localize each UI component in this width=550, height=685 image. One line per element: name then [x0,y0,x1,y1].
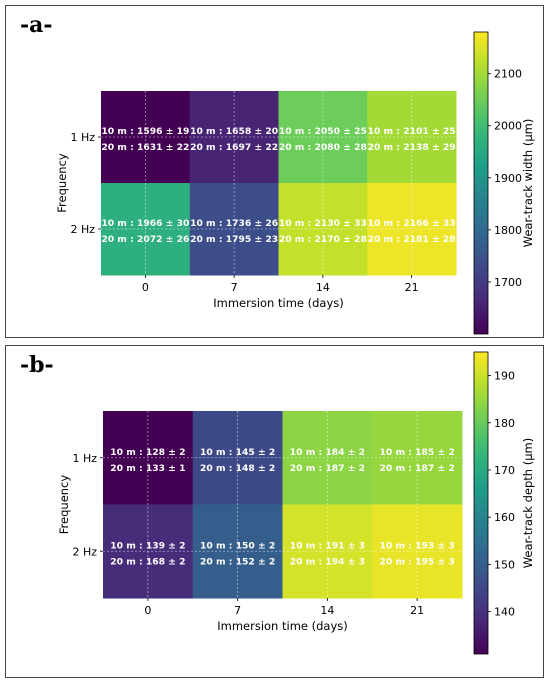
heatmap-cell [192,411,283,505]
colorbar-tick-label: 2000 [494,120,522,133]
colorbar [473,31,489,335]
x-tick-label: 7 [231,281,238,294]
cell-value-label: 20 m : 187 ± 2 [379,463,454,474]
y-tick-label: 1 Hz [72,452,97,465]
cell-value-label: 20 m : 1631 ± 22 [101,142,189,153]
x-axis-label: Immersion time (days) [213,296,344,310]
cell-value-label: 10 m : 184 ± 2 [290,447,365,458]
panel-b: -b- 10 m : 128 ± 2 20 m : 133 ± 1 10 m : 1… [5,345,544,678]
cell-value-label: 20 m : 2080 ± 28 [279,142,367,153]
x-tick-label: 0 [142,281,149,294]
x-axis-label: Immersion time (days) [217,619,348,633]
y-axis-label: Frequency [57,475,71,535]
cell-value-label: 20 m : 1697 ± 22 [190,142,278,153]
cell-value-label: 20 m : 195 ± 3 [379,556,454,567]
x-tick-label: 0 [144,604,151,617]
cell-value-label: 20 m : 2072 ± 26 [101,234,189,245]
colorbar-label: Wear-track depth (µm) [521,438,535,569]
cell-value-label: 20 m : 2170 ± 28 [279,234,367,245]
colorbar-label: Wear-track width (µm) [521,119,535,248]
cell-value-label: 10 m : 191 ± 3 [290,540,365,551]
cell-value-label: 10 m : 1736 ± 26 [190,218,278,229]
cell-value-label: 20 m : 168 ± 2 [110,556,185,567]
colorbar [473,351,489,655]
cell-value-label: 10 m : 2050 ± 25 [279,126,367,137]
cell-value-label: 10 m : 185 ± 2 [379,447,454,458]
cell-value-label: 10 m : 139 ± 2 [110,540,185,551]
cell-value-label: 10 m : 2101 ± 25 [368,126,456,137]
heatmap-chart-b: 10 m : 128 ± 2 20 m : 133 ± 1 10 m : 145 ±… [57,351,535,655]
x-tick-label: 14 [320,604,334,617]
colorbar-tick-label: 160 [494,511,515,524]
panel-a: -a- 10 m : 1596 ± 19 20 m : 1631 ± 22 10 m… [5,5,544,338]
x-tick-label: 21 [405,281,419,294]
cell-value-label: 20 m : 1795 ± 23 [190,234,278,245]
y-tick-label: 2 Hz [70,223,95,236]
cell-value-label: 20 m : 133 ± 1 [110,463,185,474]
colorbar-tick-label: 140 [494,606,515,619]
colorbar-tick-label: 150 [494,558,515,571]
y-tick-label: 2 Hz [72,545,97,558]
cell-value-label: 10 m : 128 ± 2 [110,447,185,458]
cell-value-label: 10 m : 150 ± 2 [200,540,275,551]
x-tick-label: 14 [316,281,330,294]
panel-label: -b- [20,352,54,378]
colorbar-tick-label: 180 [494,417,515,430]
cell-value-label: 10 m : 145 ± 2 [200,447,275,458]
y-axis-label: Frequency [55,153,69,213]
cell-value-label: 20 m : 194 ± 3 [290,556,365,567]
cell-value-label: 20 m : 152 ± 2 [200,556,275,567]
colorbar-tick-label: 1900 [494,172,522,185]
cell-value-label: 10 m : 1596 ± 19 [101,126,189,137]
colorbar-tick-label: 1800 [494,224,522,237]
cell-value-label: 10 m : 1966 ± 30 [101,218,189,229]
x-tick-label: 21 [410,604,424,617]
cell-value-label: 20 m : 148 ± 2 [200,463,275,474]
cell-value-label: 10 m : 1658 ± 20 [190,126,278,137]
cell-value-label: 10 m : 2166 ± 33 [368,218,456,229]
colorbar-tick-label: 170 [494,464,515,477]
y-tick-label: 1 Hz [70,131,95,144]
x-tick-label: 7 [234,604,241,617]
colorbar-tick-label: 190 [494,370,515,383]
colorbar-tick-label: 1700 [494,276,522,289]
panel-label: -a- [20,12,53,38]
colorbar-tick-label: 2100 [494,68,522,81]
cell-value-label: 20 m : 187 ± 2 [290,463,365,474]
cell-value-label: 20 m : 2181 ± 28 [368,234,456,245]
cell-value-label: 10 m : 2130 ± 33 [279,218,367,229]
cell-value-label: 20 m : 2138 ± 29 [368,142,456,153]
cell-value-label: 10 m : 193 ± 3 [379,540,454,551]
